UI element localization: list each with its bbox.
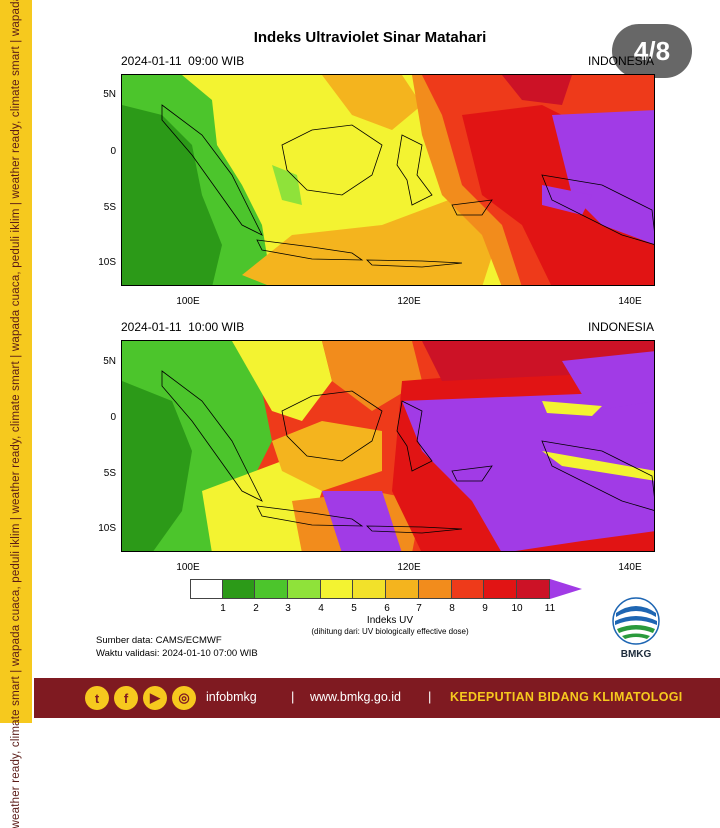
- page-title: Indeks Ultraviolet Sinar Matahari: [253, 29, 487, 46]
- legend-tick: 6: [384, 603, 390, 614]
- lon-tick-140e-2: 140E: [618, 562, 642, 573]
- legend-swatch: [516, 579, 550, 599]
- legend-swatch: [222, 579, 256, 599]
- lon-tick-100e: 100E: [176, 296, 200, 307]
- legend-title: Indeks UV: [366, 615, 414, 626]
- legend-subtitle: (dihitung dari: UV biologically effectiv…: [311, 627, 469, 636]
- lat-tick-5s: 5S: [103, 202, 116, 213]
- uv-map-1000-canvas: [122, 341, 654, 551]
- lat-tick-10s: 10S: [98, 257, 116, 268]
- source-line: Sumber data: CAMS/ECMWF: [96, 635, 222, 646]
- legend-colorbar: [190, 579, 550, 599]
- legend-tick: 1: [220, 603, 226, 614]
- legend-swatch: [484, 579, 517, 599]
- footer-bar: t f ▶ ◎ infobmkg | www.bmkg.go.id | KEDE…: [34, 678, 720, 718]
- legend-swatch: [418, 579, 452, 599]
- page-indicator[interactable]: 4/8: [612, 24, 692, 78]
- footer-website[interactable]: www.bmkg.go.id: [310, 690, 402, 704]
- youtube-icon[interactable]: ▶: [143, 686, 167, 710]
- legend-tick: 4: [318, 603, 324, 614]
- legend-swatch: [288, 579, 321, 599]
- panel2-date: 2024-01-11: [121, 320, 182, 334]
- legend-tick: 2: [253, 603, 259, 614]
- footer-separator: |: [428, 689, 432, 704]
- lat-tick-5s-2: 5S: [103, 468, 116, 479]
- lon-tick-120e: 120E: [397, 296, 421, 307]
- legend-tick: 8: [449, 603, 455, 614]
- legend-swatch: [451, 579, 485, 599]
- legend-swatch: [386, 579, 419, 599]
- lat-tick-5n: 5N: [103, 89, 116, 100]
- legend-swatch: [190, 579, 223, 599]
- legend-tick: 3: [285, 603, 291, 614]
- bmkg-logo-icon: [612, 597, 660, 645]
- lat-tick-5n-2: 5N: [103, 356, 116, 367]
- lat-tick-0: 0: [110, 146, 116, 157]
- bmkg-logo-text: BMKG: [620, 649, 652, 660]
- lon-tick-100e-2: 100E: [176, 562, 200, 573]
- legend-overflow-arrow: [550, 579, 582, 599]
- side-banner: weather ready, climate smart | wapada cu…: [0, 0, 32, 828]
- panel2-region: INDONESIA: [588, 320, 655, 334]
- legend-swatch: [320, 579, 354, 599]
- panel1-date: 2024-01-11: [121, 54, 182, 68]
- legend-tick: 5: [351, 603, 357, 614]
- side-banner-text: weather ready, climate smart | wapada cu…: [10, 0, 22, 828]
- legend-tick: 11: [544, 603, 556, 614]
- lat-tick-0-2: 0: [110, 412, 116, 423]
- footer-handle[interactable]: infobmkg: [206, 690, 257, 704]
- lon-tick-120e-2: 120E: [397, 562, 421, 573]
- panel1-datetime: 2024-01-11 09:00 WIB: [121, 54, 244, 68]
- facebook-icon[interactable]: f: [114, 686, 138, 710]
- footer-department: KEDEPUTIAN BIDANG KLIMATOLOGI: [450, 690, 683, 704]
- panel1-region: INDONESIA: [588, 54, 655, 68]
- legend-tick: 10: [511, 603, 523, 614]
- twitter-icon[interactable]: t: [85, 686, 109, 710]
- footer-separator: |: [291, 689, 295, 704]
- data-source: Sumber data: CAMS/ECMWF Waktu validasi: …: [96, 634, 258, 660]
- panel1-time: 09:00 WIB: [188, 54, 245, 68]
- legend-tick: 9: [482, 603, 488, 614]
- lon-tick-140e: 140E: [618, 296, 642, 307]
- legend-swatch: [353, 579, 387, 599]
- panel2-time: 10:00 WIB: [188, 320, 245, 334]
- uv-map-1000: [121, 340, 655, 552]
- panel2-datetime: 2024-01-11 10:00 WIB: [121, 320, 244, 334]
- legend-swatch: [255, 579, 289, 599]
- uv-map-0900: [121, 74, 655, 286]
- uv-map-0900-canvas: [122, 75, 654, 285]
- validation-time: Waktu validasi: 2024-01-10 07:00 WIB: [96, 648, 258, 659]
- legend-tick: 7: [416, 603, 422, 614]
- instagram-icon[interactable]: ◎: [172, 686, 196, 710]
- lat-tick-10s-2: 10S: [98, 523, 116, 534]
